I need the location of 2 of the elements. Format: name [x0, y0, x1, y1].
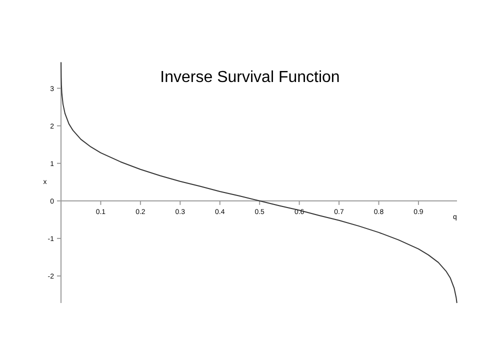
line-series — [60, 62, 458, 304]
chart-title: Inverse Survival Function — [160, 69, 340, 86]
